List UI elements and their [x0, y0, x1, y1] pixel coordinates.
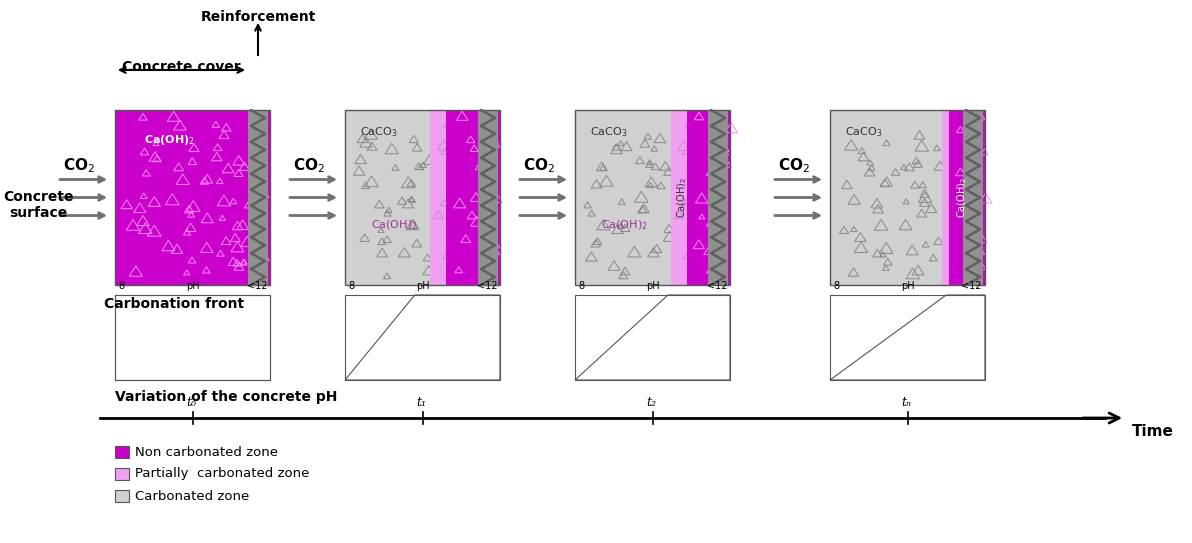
Text: Time: Time — [1132, 425, 1174, 439]
Text: Partially  carbonated zone: Partially carbonated zone — [135, 468, 310, 481]
Text: <12: <12 — [247, 281, 267, 291]
Text: 8: 8 — [833, 281, 839, 291]
Text: t₀: t₀ — [186, 396, 197, 409]
Bar — [575, 110, 671, 285]
Text: Reinforcement: Reinforcement — [200, 10, 316, 24]
Bar — [575, 295, 730, 380]
Text: Ca(OH)$_2$: Ca(OH)$_2$ — [955, 177, 969, 218]
Text: CO$_2$: CO$_2$ — [62, 156, 94, 175]
Text: CaCO$_3$: CaCO$_3$ — [845, 125, 883, 139]
Bar — [446, 110, 499, 285]
Bar — [114, 295, 271, 380]
Polygon shape — [575, 295, 730, 380]
Bar — [430, 110, 446, 285]
Bar — [942, 110, 949, 285]
Text: Variation of the concrete pH: Variation of the concrete pH — [114, 390, 337, 404]
Bar — [344, 110, 430, 285]
Text: t₂: t₂ — [646, 396, 657, 409]
Bar — [114, 110, 271, 285]
Text: t₁: t₁ — [416, 396, 427, 409]
Bar — [114, 110, 271, 285]
Bar — [114, 446, 129, 458]
Text: Ca(OH)$_2$: Ca(OH)$_2$ — [601, 218, 648, 232]
Text: Ca(OH)$_2$: Ca(OH)$_2$ — [371, 218, 418, 232]
Text: Ca(OH)$_2$: Ca(OH)$_2$ — [144, 133, 194, 147]
Bar — [830, 295, 985, 380]
Bar — [949, 110, 985, 285]
Bar — [114, 490, 129, 502]
Text: Carbonation front: Carbonation front — [104, 297, 244, 311]
Polygon shape — [830, 295, 985, 380]
Bar — [248, 110, 268, 285]
Bar — [830, 110, 985, 285]
Text: pH: pH — [901, 281, 914, 291]
Text: CaCO$_3$: CaCO$_3$ — [590, 125, 628, 139]
Text: 8: 8 — [118, 281, 124, 291]
Bar — [344, 110, 499, 285]
Text: <12: <12 — [962, 281, 982, 291]
Text: Concrete cover: Concrete cover — [123, 60, 241, 74]
Polygon shape — [114, 295, 271, 380]
Bar — [478, 110, 498, 285]
Text: pH: pH — [186, 281, 199, 291]
Bar — [963, 110, 983, 285]
Text: 8: 8 — [578, 281, 584, 291]
Text: CO$_2$: CO$_2$ — [777, 156, 809, 175]
Text: CaCO$_3$: CaCO$_3$ — [360, 125, 398, 139]
Bar — [575, 110, 730, 285]
Text: pH: pH — [416, 281, 429, 291]
Bar — [830, 110, 942, 285]
Text: <12: <12 — [477, 281, 497, 291]
Text: tₙ: tₙ — [901, 396, 912, 409]
Bar — [671, 110, 687, 285]
Text: Ca(OH)$_2$: Ca(OH)$_2$ — [675, 177, 689, 218]
Text: pH: pH — [646, 281, 659, 291]
Text: 8: 8 — [348, 281, 354, 291]
Text: CO$_2$: CO$_2$ — [522, 156, 554, 175]
Polygon shape — [344, 295, 499, 380]
Bar — [344, 295, 499, 380]
Text: CO$_2$: CO$_2$ — [292, 156, 324, 175]
Text: Concrete
surface: Concrete surface — [2, 190, 73, 220]
Bar — [708, 110, 728, 285]
Text: <12: <12 — [707, 281, 727, 291]
Text: Non carbonated zone: Non carbonated zone — [135, 445, 278, 458]
Text: Carbonated zone: Carbonated zone — [135, 489, 249, 502]
Bar — [114, 468, 129, 480]
Bar — [687, 110, 730, 285]
